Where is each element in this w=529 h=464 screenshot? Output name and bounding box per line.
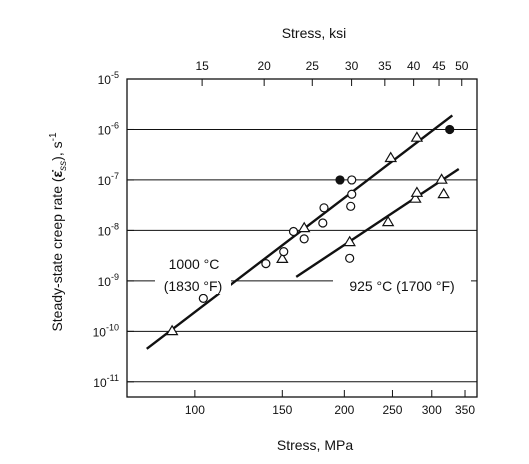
data-point-circle [288, 226, 299, 237]
y-tick-mantissa: 10 [98, 174, 112, 188]
x-top-tick-label: 45 [432, 59, 446, 73]
data-point-circle [347, 189, 357, 199]
data-point-circle [345, 253, 355, 263]
y-tick-label: 10-5 [98, 70, 119, 87]
x-axis-title-bottom: Stress, MPa [277, 437, 353, 453]
x-bottom-tick-label: 100 [185, 403, 205, 417]
series-label-1000c: 1000 °C [169, 256, 220, 272]
plot-frame [126, 78, 478, 398]
data-point-circle [198, 293, 208, 303]
x-top-tick-label: 35 [378, 59, 392, 73]
data-point-triangle [435, 173, 448, 184]
y-tick-mantissa: 10 [98, 73, 112, 87]
data-point-filled-circle [335, 175, 345, 185]
data-point-triangle [384, 151, 398, 163]
data-point-filled-circle [445, 124, 455, 135]
y-tick-mantissa: 10 [98, 224, 112, 238]
series-label-1830f: (1830 °F) [164, 278, 223, 294]
data-point-triangle [410, 131, 424, 142]
series-label-925c: 925 °C (1700 °F) [349, 278, 454, 294]
y-tick-exponent: -8 [111, 221, 119, 231]
axis-ticks [127, 78, 466, 397]
y-axis-title-subscript: ss [58, 161, 69, 171]
data-point-triangle [381, 215, 395, 227]
data-point-triangle [437, 187, 450, 199]
y-tick-mantissa: 10 [98, 275, 112, 289]
data-point-triangle [165, 324, 179, 336]
fit-line-series-2 [295, 167, 460, 278]
x-bottom-tick-label: 350 [455, 403, 475, 417]
y-axis-title: Steady-state creep rate (ε̇ss), s-1 [48, 132, 69, 332]
y-axis-title-superscript: -1 [48, 132, 59, 141]
data-point-circle [261, 258, 271, 269]
y-axis-title-text: Steady-state creep rate ( [49, 177, 65, 331]
x-top-tick-label: 15 [195, 59, 209, 73]
data-point-triangle [410, 186, 424, 197]
y-tick-mantissa: 10 [98, 123, 112, 137]
x-top-tick-label: 50 [455, 59, 469, 73]
series-label-925c-bg [333, 277, 471, 294]
x-top-tick-label: 25 [306, 59, 320, 73]
y-tick-label: 10-10 [93, 322, 119, 339]
data-point-triangle [297, 221, 311, 233]
data-point-circle [346, 201, 356, 211]
data-point-circle [319, 203, 329, 213]
y-tick-label: 10-8 [98, 221, 119, 238]
x-bottom-tick-label: 250 [382, 403, 402, 417]
x-top-tick-label: 20 [257, 59, 271, 73]
y-tick-exponent: -9 [111, 272, 119, 282]
y-tick-exponent: -10 [106, 322, 119, 332]
x-bottom-tick-label: 300 [422, 403, 442, 417]
data-points [165, 124, 455, 336]
x-bottom-tick-label: 150 [272, 403, 292, 417]
y-tick-label: 10-11 [93, 373, 119, 390]
y-tick-exponent: -11 [107, 373, 119, 383]
y-tick-label: 10-6 [98, 120, 119, 137]
data-point-circle [318, 218, 328, 228]
y-tick-label: 10-7 [98, 171, 119, 188]
y-tick-label: 10-9 [98, 272, 119, 289]
y-tick-mantissa: 10 [93, 325, 107, 339]
y-tick-exponent: -6 [111, 120, 119, 130]
x-top-tick-label: 40 [407, 59, 421, 73]
data-point-circle [279, 247, 289, 257]
x-axis-title-top: Stress, ksi [282, 25, 347, 41]
data-point-circle [347, 175, 357, 185]
data-point-triangle [276, 252, 289, 263]
y-tick-exponent: -7 [111, 171, 119, 181]
y-axis-title-suffix: ), s [49, 141, 65, 160]
x-bottom-tick-label: 200 [334, 403, 354, 417]
y-tick-exponent: -5 [111, 70, 119, 80]
y-axis-title-symbol: ε̇ [49, 170, 65, 178]
series-label-1000c-line2-bg [155, 277, 231, 294]
x-top-tick-label: 30 [345, 59, 359, 73]
data-point-triangle [409, 192, 422, 203]
data-point-triangle [343, 235, 356, 247]
data-point-circle [299, 234, 309, 244]
y-tick-mantissa: 10 [93, 376, 107, 390]
